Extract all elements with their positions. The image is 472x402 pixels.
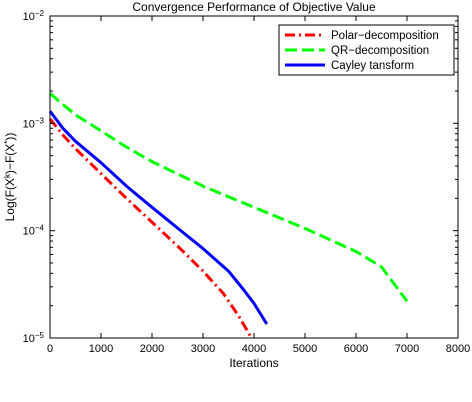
- legend: Polar−decomposition QR−decomposition Cayle…: [278, 24, 455, 76]
- series-line-2: [49, 92, 409, 303]
- y-axis-label-part: )): [3, 133, 17, 141]
- y-tick-base: 10: [23, 333, 35, 345]
- legend-label-3: Cayley tansform: [331, 60, 414, 72]
- legend-label-1: Polar−decomposition: [331, 30, 439, 42]
- y-tick-base: 10: [23, 118, 35, 130]
- x-tick-label: 3000: [191, 343, 215, 355]
- y-tick-label: 10−2: [23, 9, 45, 24]
- series-layer: [48, 92, 409, 339]
- y-axis-ticks: 10−510−410−310−2: [23, 9, 458, 346]
- y-axis-label-part: Log(F(X: [3, 178, 17, 221]
- x-tick-label: 4000: [242, 343, 266, 355]
- y-tick-exponent: −4: [35, 223, 45, 232]
- y-tick-label: 10−4: [23, 223, 45, 238]
- y-axis-label: Log(F(Xk)−F(X*)): [3, 133, 18, 222]
- x-axis-ticks: 0 1000 2000 3000 4000 5000 6000 7000 8000: [47, 16, 470, 355]
- y-tick-base: 10: [23, 11, 35, 23]
- y-axis-label-superscript-k: k: [3, 173, 12, 178]
- series-line-3: [48, 110, 269, 325]
- x-tick-label: 1000: [89, 343, 113, 355]
- y-tick-label: 10−3: [23, 116, 45, 131]
- y-tick-base: 10: [23, 226, 35, 238]
- y-tick-exponent: −2: [35, 9, 45, 18]
- x-tick-label: 5000: [293, 343, 317, 355]
- x-axis-label: Iterations: [229, 356, 278, 370]
- x-tick-label: 2000: [140, 343, 164, 355]
- x-tick-label: 8000: [446, 343, 470, 355]
- y-tick-exponent: −3: [35, 116, 45, 125]
- x-tick-label: 6000: [344, 343, 368, 355]
- series-line-1: [48, 117, 253, 339]
- y-axis-label-superscript-star: *: [3, 141, 12, 144]
- y-axis-label-part: )−F(X: [3, 144, 17, 174]
- x-tick-label: 0: [47, 343, 53, 355]
- legend-label-2: QR−decomposition: [331, 45, 429, 57]
- y-tick-exponent: −5: [35, 331, 45, 340]
- x-tick-label: 7000: [395, 343, 419, 355]
- y-tick-label: 10−5: [23, 331, 45, 346]
- chart-title: Convergence Performance of Objective Val…: [132, 0, 376, 14]
